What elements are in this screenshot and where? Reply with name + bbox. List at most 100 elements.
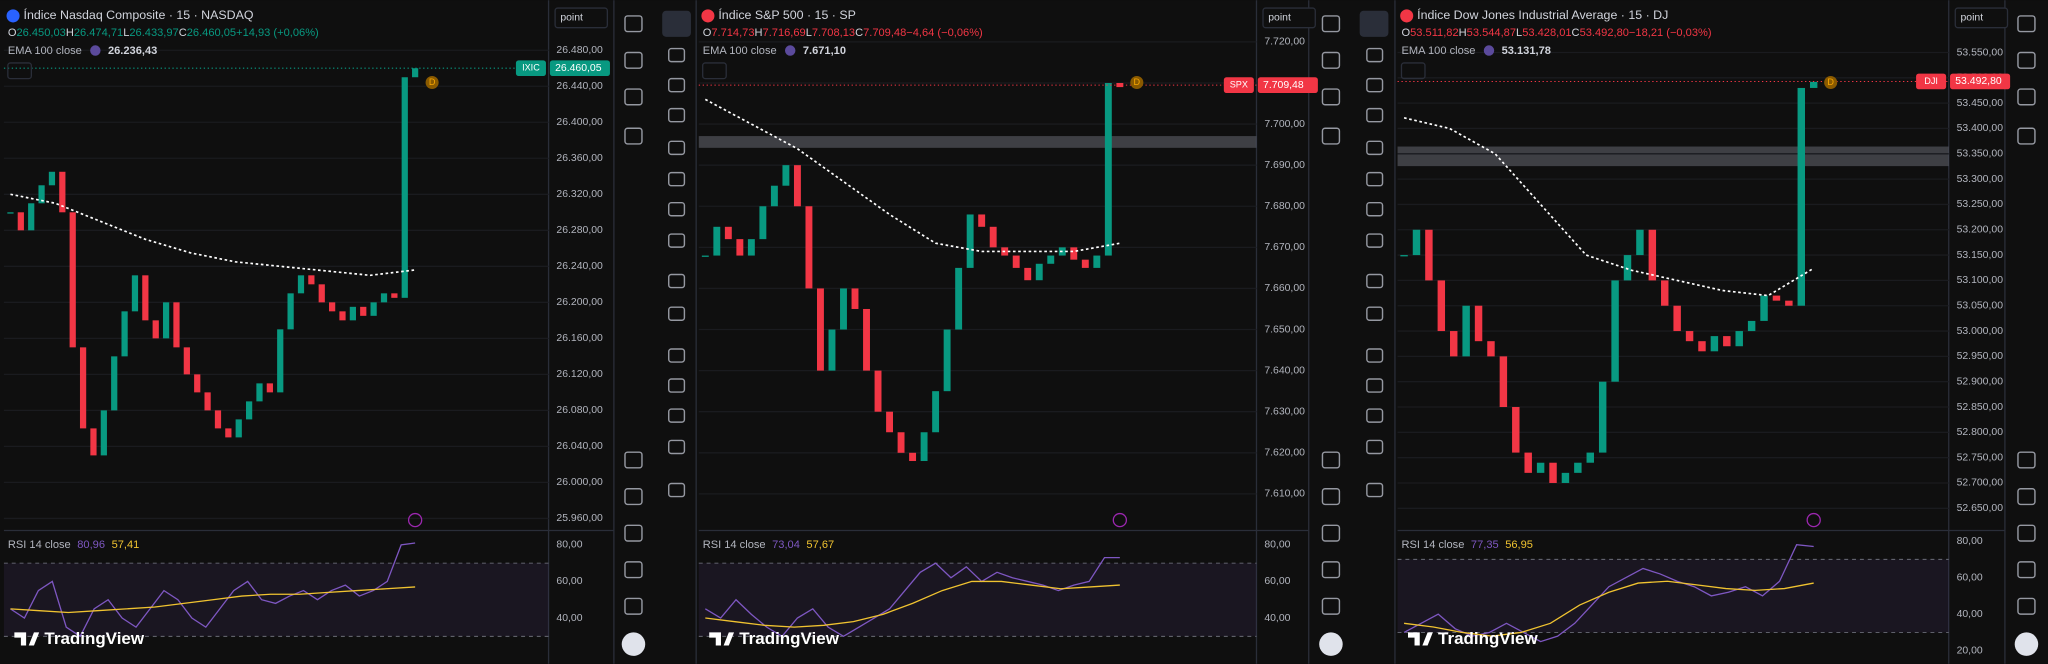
toolbar-icon[interactable] <box>1321 51 1341 69</box>
toolbar-icon[interactable] <box>2017 561 2036 579</box>
rsi-band <box>3 563 549 637</box>
toolbar-icon[interactable] <box>2017 597 2036 615</box>
candle <box>793 165 801 207</box>
toolbar-icon[interactable] <box>1366 408 1384 423</box>
toolbar-icon[interactable] <box>1366 233 1384 248</box>
candle <box>955 267 963 330</box>
grid-button[interactable] <box>2014 632 2039 656</box>
interval-button-label[interactable]: point <box>1960 13 1983 24</box>
toolbar-icon[interactable] <box>2017 15 2036 33</box>
cursor-tool[interactable] <box>662 10 691 37</box>
toolbar-icon[interactable] <box>668 482 686 498</box>
candle <box>1070 247 1078 260</box>
toolbar-icon[interactable] <box>1321 524 1341 542</box>
price-tick-label: 53.050,00 <box>1957 300 2004 311</box>
candle <box>339 311 346 321</box>
toolbar-icon[interactable] <box>2017 51 2036 69</box>
toolbar-icon[interactable] <box>668 233 686 248</box>
toolbar-icon[interactable] <box>1366 47 1384 63</box>
candle <box>1487 341 1495 357</box>
toolbar-icon[interactable] <box>668 306 686 321</box>
toolbar-icon[interactable] <box>624 127 643 145</box>
candle <box>1598 381 1607 453</box>
toolbar-icon[interactable] <box>624 15 643 33</box>
toolbar-icon[interactable] <box>668 140 686 156</box>
toolbar-icon[interactable] <box>1366 77 1384 93</box>
toolbar-icon[interactable] <box>1321 451 1341 469</box>
candle <box>1512 407 1520 453</box>
toolbar-icon[interactable] <box>1321 561 1341 579</box>
toolbar-icon[interactable] <box>1366 171 1384 187</box>
candle <box>1574 462 1582 473</box>
rsi-label: RSI 14 close <box>703 539 766 551</box>
toolbar-icon[interactable] <box>1366 107 1384 123</box>
candle <box>932 391 940 433</box>
collapse-button[interactable] <box>702 62 727 80</box>
toolbar-icon[interactable] <box>668 171 686 187</box>
toolbar-icon[interactable] <box>2017 488 2036 506</box>
toolbar-icon[interactable] <box>1366 201 1384 217</box>
toolbar-icon[interactable] <box>1321 15 1341 33</box>
cursor-tool[interactable] <box>1359 10 1389 37</box>
interval-button-label[interactable]: point <box>560 13 583 24</box>
symbol-tag-label: DJI <box>1924 76 1938 86</box>
candle <box>360 306 367 316</box>
toolbar-icon[interactable] <box>668 378 686 393</box>
rsi-band <box>698 563 1257 637</box>
toolbar-icon[interactable] <box>668 47 686 63</box>
toolbar-icon[interactable] <box>668 77 686 93</box>
toolbar-icon[interactable] <box>668 107 686 123</box>
toolbar-icon[interactable] <box>668 439 686 455</box>
toolbar-icon[interactable] <box>624 451 643 469</box>
toolbar-icon[interactable] <box>624 524 643 542</box>
price-tick-label: 26.400,00 <box>556 117 603 128</box>
rsi-label: RSI 14 close <box>8 539 71 551</box>
candle <box>1760 295 1768 321</box>
ema-icon <box>784 45 796 56</box>
toolbar-icon[interactable] <box>1321 488 1341 506</box>
toolbar-icon[interactable] <box>624 88 643 106</box>
event-icon <box>1112 512 1128 528</box>
interval-button-label[interactable]: point <box>1268 13 1291 24</box>
toolbar-icon[interactable] <box>668 408 686 423</box>
toolbar-icon[interactable] <box>668 348 686 363</box>
toolbar-icon[interactable] <box>1366 439 1384 455</box>
toolbar-icon[interactable] <box>1366 273 1384 289</box>
ema-line <box>1403 117 1815 297</box>
rsi-tick-label: 60,00 <box>556 576 582 587</box>
toolbar-icon[interactable] <box>2017 451 2036 469</box>
grid-button[interactable] <box>1319 632 1343 656</box>
interval-button[interactable] <box>1954 7 2009 29</box>
candle <box>1723 336 1731 347</box>
collapse-button[interactable] <box>7 62 32 80</box>
toolbar-icon[interactable] <box>624 597 643 615</box>
last-price-label: 7.709,48 <box>1263 80 1304 91</box>
toolbar-icon[interactable] <box>2017 88 2036 106</box>
toolbar-icon[interactable] <box>668 201 686 217</box>
toolbar-icon[interactable] <box>624 488 643 506</box>
candle <box>989 226 997 248</box>
toolbar-icon[interactable] <box>1366 482 1384 498</box>
toolbar-icon[interactable] <box>1366 306 1384 321</box>
candle <box>90 428 97 456</box>
event-icon <box>407 512 423 528</box>
interval-button[interactable] <box>554 7 608 29</box>
toolbar-icon[interactable] <box>1321 88 1341 106</box>
toolbar-icon[interactable] <box>1321 127 1341 145</box>
toolbar-icon[interactable] <box>668 273 686 289</box>
price-tick-label: 7.670,00 <box>1264 242 1305 253</box>
toolbar-icon[interactable] <box>2017 524 2036 542</box>
grid-button[interactable] <box>621 632 646 656</box>
collapse-button[interactable] <box>1400 62 1426 80</box>
toolbar-icon[interactable] <box>1366 348 1384 363</box>
header-line: Índice Dow Jones Industrial Average · 15… <box>1417 7 1668 22</box>
interval-button[interactable] <box>1262 7 1316 29</box>
toolbar-icon[interactable] <box>1321 597 1341 615</box>
toolbar-icon[interactable] <box>624 561 643 579</box>
toolbar-icon[interactable] <box>624 51 643 69</box>
toolbar-icon[interactable] <box>2017 127 2036 145</box>
toolbar-icon[interactable] <box>1366 140 1384 156</box>
toolbar-icon[interactable] <box>1366 378 1384 393</box>
price-tick-label: 52.900,00 <box>1957 376 2004 387</box>
rsi-value: 80,96 <box>77 539 105 551</box>
